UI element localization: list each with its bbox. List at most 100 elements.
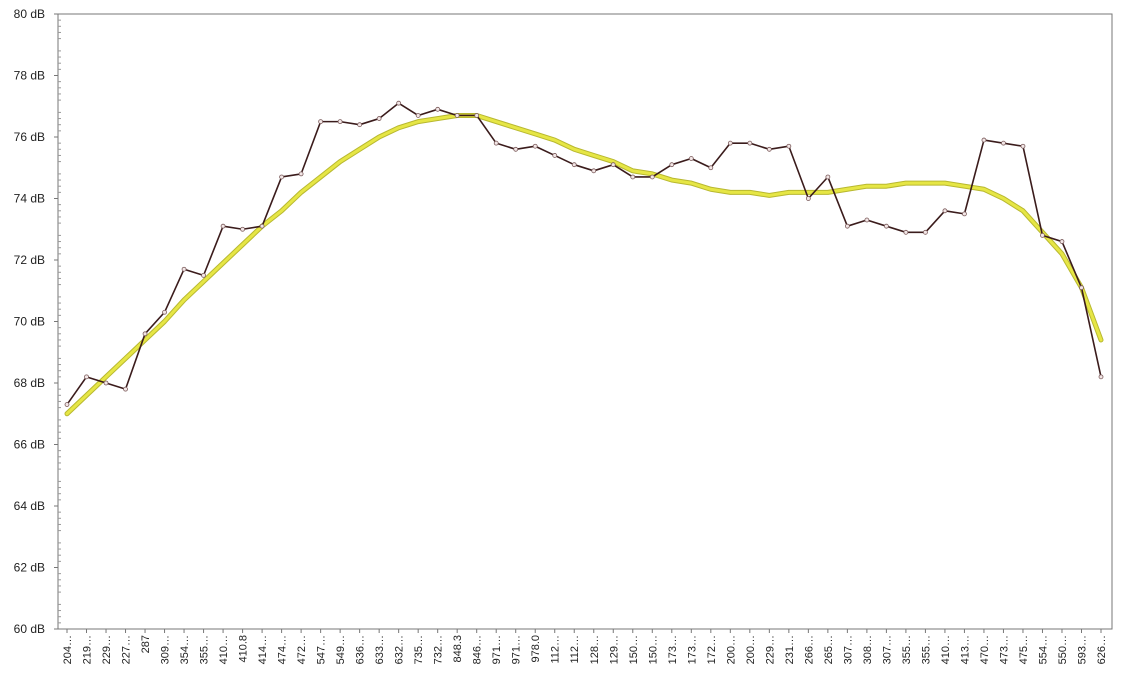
x-tick-label: 410… [940,635,952,664]
data-point [1001,140,1006,146]
data-point [1059,239,1065,244]
y-tick-label: 60 dB [14,622,45,636]
x-tick-label: 200… [725,635,737,664]
data-point [435,106,441,112]
x-tick-label: 474… [277,635,289,664]
data-point [318,119,324,125]
x-tick-label: 266… [803,635,815,664]
data-point [396,100,402,106]
x-tick-label: 307… [842,635,854,664]
x-tick-label: 978.0 [530,635,542,663]
x-tick-label: 355… [199,635,211,664]
x-tick-label: 410… [218,635,230,664]
x-tick-label: 550… [1057,635,1069,664]
y-tick-label: 72 dB [14,253,45,267]
x-tick-label: 309… [160,635,172,664]
x-tick-label: 355… [920,635,932,664]
data-point [298,171,304,177]
data-point [84,374,89,380]
data-point [864,217,870,223]
y-tick-label: 76 dB [14,130,45,144]
x-tick-label: 413… [959,635,971,664]
data-point [415,113,421,118]
x-tick-label: 414… [257,635,269,664]
data-point [552,153,558,158]
x-tick-label: 626… [1096,635,1108,664]
y-tick-label: 64 dB [14,499,45,513]
trendline [65,113,1103,416]
data-point [123,386,128,392]
x-tick-label: 848.3 [452,635,464,663]
x-tick-label: 128… [589,635,601,664]
x-tick-label: 735… [413,635,425,664]
x-tick-label: 129… [608,635,620,664]
x-tick-label: 287 [140,635,152,653]
data-point [610,162,616,168]
x-tick-label: 410.8 [238,635,250,663]
data-point [669,162,675,168]
data-line [66,102,1102,405]
x-tick-label: 204… [62,635,74,664]
x-tick-label: 173… [686,635,698,664]
x-tick-label: 200… [745,635,757,664]
data-point [493,140,499,146]
y-tick-label: 70 dB [14,315,45,329]
data-point [591,168,597,174]
data-point [259,223,265,229]
y-tick-label: 78 dB [14,69,45,83]
x-tick-label: 150… [628,635,640,664]
data-point [649,174,655,180]
data-point [103,380,109,386]
data-point [64,402,70,407]
x-tick-label: 227… [121,635,133,664]
data-point [1079,285,1084,291]
x-tick-label: 150… [647,635,659,664]
x-tick-label: 173… [667,635,679,664]
x-tick-label: 112… [550,635,562,664]
data-point [513,146,519,152]
data-point [240,226,245,232]
y-tick-label: 66 dB [14,438,45,452]
x-tick-label: 732… [433,635,445,664]
data-point [630,174,636,180]
x-tick-label: 846… [472,635,484,664]
data-point [844,223,850,229]
data-point [474,113,480,118]
data-point [805,196,811,201]
data-point [162,309,167,315]
data-point [357,122,363,128]
x-tick-label: 475… [1018,635,1030,664]
data-point [532,143,538,149]
data-point [1020,143,1026,149]
data-point [220,223,226,229]
y-tick-label: 80 dB [14,7,45,21]
data-point [923,229,928,235]
plot-frame [57,13,1113,630]
data-point [981,137,987,143]
x-tick-label: 231… [784,635,796,664]
x-tick-label: 470… [979,635,991,664]
data-point [883,223,889,229]
x-tick-label: 636… [355,635,367,664]
x-tick-label: 112… [569,635,581,664]
x-tick-label: 554… [1037,635,1049,664]
data-point [688,156,694,161]
data-point [786,143,792,149]
y-tick-label: 74 dB [14,192,45,206]
data-point [747,140,753,146]
data-point [708,165,714,171]
x-tick-label: 473… [998,635,1010,664]
x-tick-label: 172… [706,635,718,664]
data-point [337,119,343,125]
data-point [376,116,382,121]
data-point [142,331,148,337]
x-tick-label: 308… [862,635,874,664]
x-tick-label: 354… [179,635,191,664]
data-point [571,162,577,168]
y-tick-label: 68 dB [14,376,45,390]
data-point [1098,374,1104,380]
x-tick-label: 549… [335,635,347,664]
x-tick-label: 472… [296,635,308,664]
x-tick-label: 229… [764,635,776,664]
